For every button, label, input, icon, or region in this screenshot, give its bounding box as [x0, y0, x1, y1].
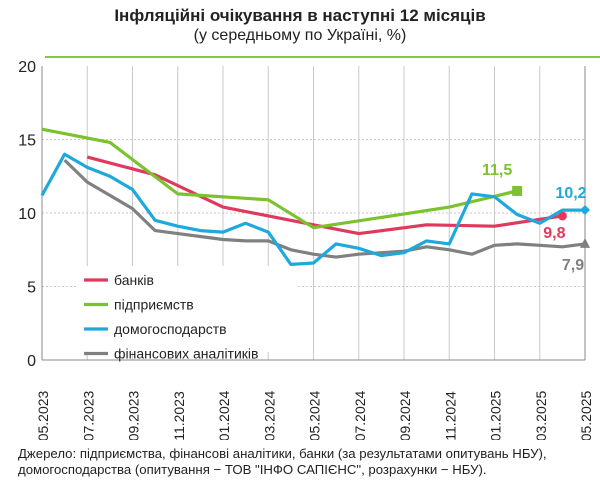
source-note: Джерело: підприємства, фінансові аналіти… — [18, 446, 547, 478]
series-line-3 — [63, 158, 586, 259]
y-tick-label: 20 — [18, 59, 36, 76]
line-chart: 0 5 10 15 20 05.2023 07.2023 09.2023 11.2023 01.2… — [18, 59, 594, 440]
series-line-2 — [40, 152, 585, 266]
end-value-label: 10,2 — [555, 185, 586, 202]
end-marker — [580, 237, 590, 248]
legend-background — [78, 266, 298, 352]
x-tick-label: 09.2023 — [126, 390, 142, 440]
chart-title: Інфляційні очікування в наступні 12 міся… — [114, 6, 486, 25]
legend-label: домогосподарств — [114, 321, 227, 337]
x-tick-label: 11.2023 — [171, 391, 187, 440]
end-marker — [557, 211, 567, 221]
x-tick-label: 03.2025 — [533, 390, 549, 440]
x-tick-label: 09.2024 — [397, 390, 413, 440]
y-tick-label: 0 — [27, 353, 36, 370]
y-tick-label: 15 — [18, 133, 36, 150]
x-tick-label: 05.2023 — [35, 390, 51, 440]
x-tick-label: 01.2025 — [488, 390, 504, 440]
y-tick-label: 10 — [18, 206, 36, 223]
chart-subtitle: (у середньому по Україні, %) — [193, 27, 407, 44]
x-tick-label: 07.2024 — [352, 390, 368, 440]
y-tick-label: 5 — [27, 280, 36, 297]
series-line-1 — [41, 127, 518, 230]
end-marker — [580, 205, 590, 216]
title-divider — [45, 56, 600, 58]
end-value-label: 11,5 — [482, 162, 512, 179]
legend-label: підприємств — [114, 297, 194, 313]
x-tick-label: 03.2024 — [261, 390, 277, 440]
legend-label: банків — [114, 272, 154, 288]
legend-label: фінансових аналітиків — [114, 346, 258, 362]
x-tick-label: 05.2024 — [307, 390, 323, 440]
x-tick-label: 11.2024 — [442, 391, 458, 440]
x-tick-label: 01.2024 — [216, 390, 232, 440]
source-line-2: домогосподарства (опитування − ТОВ "ІНФО… — [18, 462, 487, 477]
x-tick-label: 05.2025 — [578, 390, 594, 440]
legend: банків підприємств домогосподарств фінансов… — [78, 266, 298, 362]
end-value-label: 9,8 — [543, 225, 565, 242]
end-marker — [512, 185, 523, 196]
series-line-0 — [86, 155, 563, 236]
source-line-1: Джерело: підприємства, фінансові аналіти… — [18, 446, 547, 461]
x-tick-label: 07.2023 — [80, 390, 96, 440]
end-value-label: 7,9 — [562, 257, 584, 274]
